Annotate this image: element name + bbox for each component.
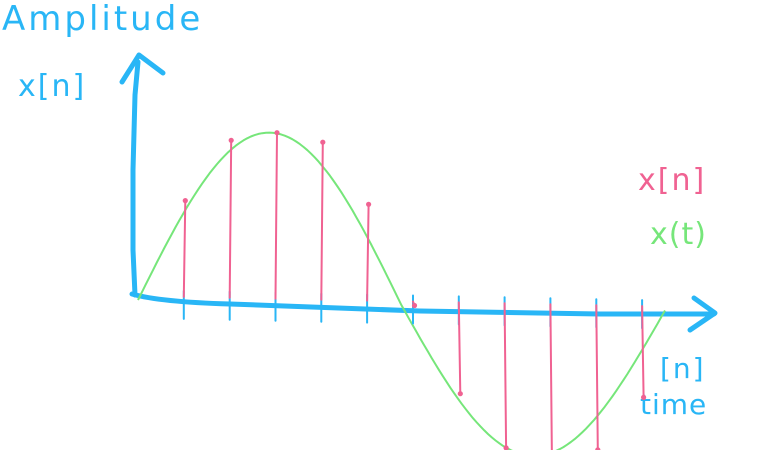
legend-continuous: x(t) [650,217,707,252]
sample-point [641,394,647,400]
sample-point [503,445,509,450]
x-axis-index-label: [n] [660,352,706,385]
x-axis-time-label: time [640,388,707,421]
sample-stem-line [503,302,508,449]
continuous-signal-curve [137,131,666,450]
sample-stem-line [366,203,370,302]
sample-stem [182,198,188,298]
sample-stem [457,301,463,397]
sample-stem [549,303,553,450]
sample-point [595,447,601,450]
sample-point [366,201,372,207]
sample-stem-line [641,305,645,399]
sample-stem-line [320,141,324,301]
y-axis-line [130,59,141,298]
legend-discrete: x[n] [638,163,706,198]
sample-stem-line [274,131,278,300]
sample-stem-line [595,304,599,450]
sample-point [228,137,234,143]
y-axis-label: x[n] [18,69,86,104]
sample-stem-line [182,199,187,298]
sample-point [182,198,188,204]
y-axis-arrowhead [119,52,166,85]
continuous-signal-layer [137,131,666,450]
sample-stem-line [549,303,553,450]
sample-stem [503,302,509,450]
sample-point [411,302,418,309]
x-axis-ticks [182,289,644,330]
sample-stem-line [457,301,462,395]
x-axis-arrowhead [687,295,718,333]
sample-stem [228,137,234,299]
sample-stem [595,304,601,450]
sample-point [457,391,463,397]
sample-stem [274,130,280,300]
sample-stem [641,305,647,400]
sample-point [274,130,280,136]
sample-stem [320,139,326,301]
sample-stem-line [228,139,233,299]
x-axis-line [129,291,717,317]
amplitude-title: Amplitude [2,0,203,39]
axes [119,52,718,333]
sample-point [320,139,326,145]
sample-stem [411,300,418,309]
sample-stem [366,201,372,302]
discrete-stems-layer [182,130,647,450]
